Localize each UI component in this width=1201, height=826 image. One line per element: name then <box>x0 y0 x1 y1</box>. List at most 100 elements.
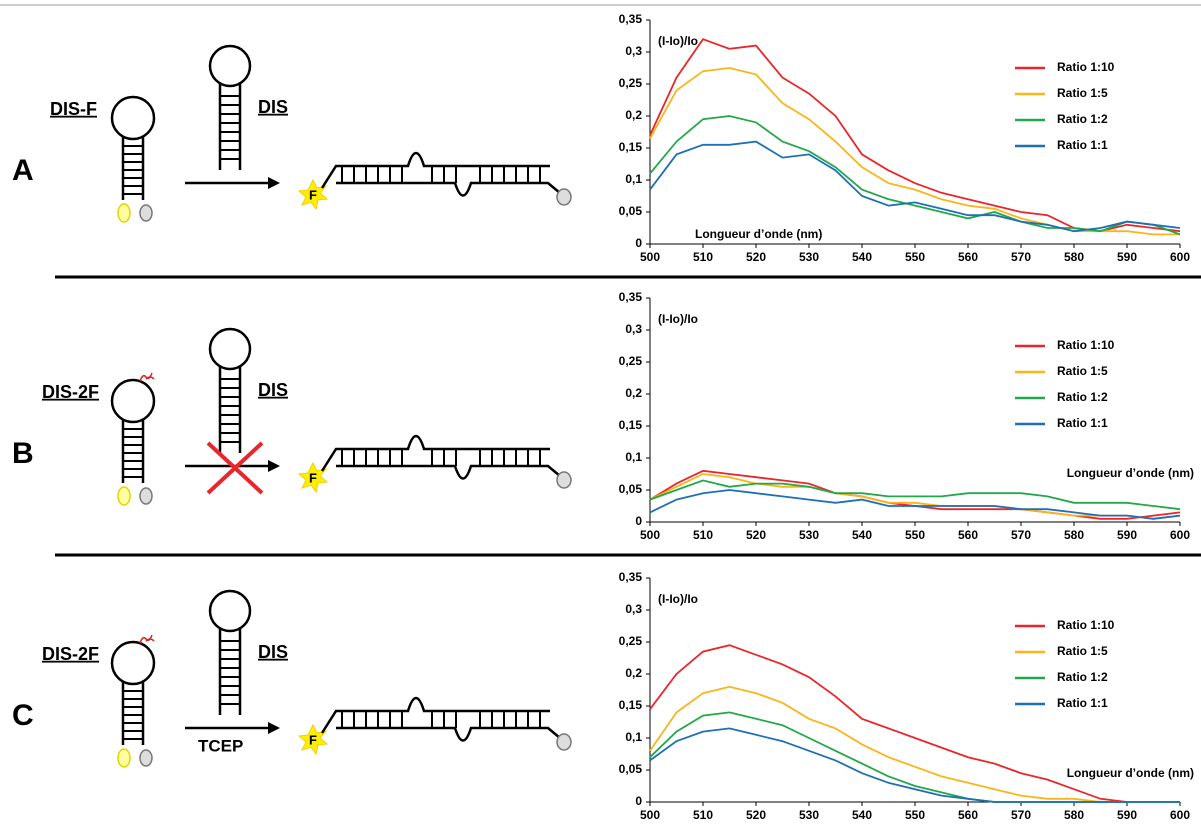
x-tick-label: 560 <box>958 250 978 264</box>
legend-label: Ratio 1:1 <box>1057 138 1108 152</box>
y-tick-label: 0,05 <box>619 204 643 218</box>
strand <box>320 696 561 742</box>
series-line <box>649 479 1181 511</box>
x-tick-label: 550 <box>905 528 925 542</box>
probe-label: DIS-F <box>50 99 97 119</box>
quencher <box>139 749 153 767</box>
fluor-tag <box>117 748 131 768</box>
x-tick-label: 500 <box>640 528 660 542</box>
disulfide <box>139 634 155 644</box>
legend-label: Ratio 1:2 <box>1057 670 1108 684</box>
diagram: A DIS-F DIS F <box>12 44 572 223</box>
loop <box>208 589 252 633</box>
target-label: DIS <box>258 642 288 662</box>
quencher <box>556 733 572 751</box>
y-tick-label: 0,15 <box>619 140 643 154</box>
diagram: C DIS-2F DIS TCEP F <box>12 589 572 768</box>
probe-label: DIS-2F <box>42 382 99 402</box>
y-tick-label: 0,25 <box>619 634 643 648</box>
x-tick-label: 530 <box>799 250 819 264</box>
star <box>297 723 329 756</box>
y-tick-label: 0,2 <box>625 386 642 400</box>
fluor-label: F <box>309 732 317 747</box>
x-tick-label: 560 <box>958 528 978 542</box>
stem <box>218 84 242 170</box>
x-tick-label: 520 <box>746 528 766 542</box>
y-tick-label: 0 <box>635 514 642 528</box>
legend-label: Ratio 1:5 <box>1057 86 1108 100</box>
series-line <box>649 685 1180 803</box>
fluor-tag <box>117 203 131 223</box>
quencher <box>556 188 572 206</box>
target-label: DIS <box>258 380 288 400</box>
arrowhead <box>268 460 280 472</box>
fluor-label: F <box>309 187 317 202</box>
y-tick-label: 0 <box>635 794 642 808</box>
y-tick-label: 0,2 <box>625 666 642 680</box>
series-line <box>649 644 1180 803</box>
series-line <box>649 67 1180 236</box>
series-line <box>649 115 1181 236</box>
panel-letter: A <box>12 154 34 187</box>
x-tick-label: 580 <box>1064 808 1084 822</box>
x-tick-label: 500 <box>640 250 660 264</box>
series-line <box>649 489 1181 520</box>
x-tick-label: 520 <box>746 808 766 822</box>
star <box>297 178 329 211</box>
reagent-label: TCEP <box>198 736 243 755</box>
y-tick-label: 0,35 <box>619 290 643 304</box>
legend-label: Ratio 1:1 <box>1057 696 1108 710</box>
x-tick-label: 560 <box>958 808 978 822</box>
loop <box>208 327 252 371</box>
x-tick-label: 590 <box>1117 808 1137 822</box>
diagram: B DIS-2F DIS F <box>12 327 572 506</box>
target-label: DIS <box>258 97 288 117</box>
y-tick-label: 0,3 <box>625 44 642 58</box>
x-tick-label: 580 <box>1064 528 1084 542</box>
x-tick-label: 540 <box>852 808 872 822</box>
loop <box>110 378 156 424</box>
legend-label: Ratio 1:10 <box>1057 60 1115 74</box>
y-axis-title: (I-Io)/Io <box>658 34 698 48</box>
x-tick-label: 570 <box>1011 528 1031 542</box>
panel-letter: C <box>12 699 34 732</box>
loop <box>110 95 156 141</box>
x-tick-label: 590 <box>1117 250 1137 264</box>
y-tick-label: 0 <box>635 236 642 250</box>
x-tick-label: 600 <box>1170 528 1190 542</box>
arrowhead <box>268 177 280 189</box>
y-tick-label: 0,1 <box>625 730 642 744</box>
x-tick-label: 510 <box>693 528 713 542</box>
y-tick-label: 0,3 <box>625 322 642 336</box>
y-tick-label: 0,3 <box>625 602 642 616</box>
quencher <box>556 471 572 489</box>
y-tick-label: 0,35 <box>619 570 643 584</box>
x-tick-label: 570 <box>1011 808 1031 822</box>
y-tick-label: 0,05 <box>619 482 643 496</box>
x-axis-title: Longueur d’onde (nm) <box>695 227 822 241</box>
x-axis-title: Longueur d’onde (nm) <box>1067 766 1194 780</box>
x-tick-label: 530 <box>799 808 819 822</box>
x-tick-label: 550 <box>905 808 925 822</box>
x-tick-label: 510 <box>693 250 713 264</box>
x-tick-label: 510 <box>693 808 713 822</box>
x-tick-label: 540 <box>852 250 872 264</box>
stem <box>218 629 242 715</box>
fluor-tag <box>117 486 131 506</box>
probe-label: DIS-2F <box>42 644 99 664</box>
y-axis-title: (I-Io)/Io <box>658 312 698 326</box>
x-tick-label: 600 <box>1170 808 1190 822</box>
x-tick-label: 520 <box>746 250 766 264</box>
y-tick-label: 0,35 <box>619 12 643 26</box>
strand <box>320 434 561 480</box>
y-axis-title: (I-Io)/Io <box>658 592 698 606</box>
x-tick-label: 590 <box>1117 528 1137 542</box>
legend-label: Ratio 1:2 <box>1057 390 1108 404</box>
arrowhead <box>268 722 280 734</box>
legend-label: Ratio 1:2 <box>1057 112 1108 126</box>
panel-letter: B <box>12 437 34 470</box>
x-tick-label: 540 <box>852 528 872 542</box>
y-tick-label: 0,15 <box>619 418 643 432</box>
quencher <box>139 204 153 222</box>
